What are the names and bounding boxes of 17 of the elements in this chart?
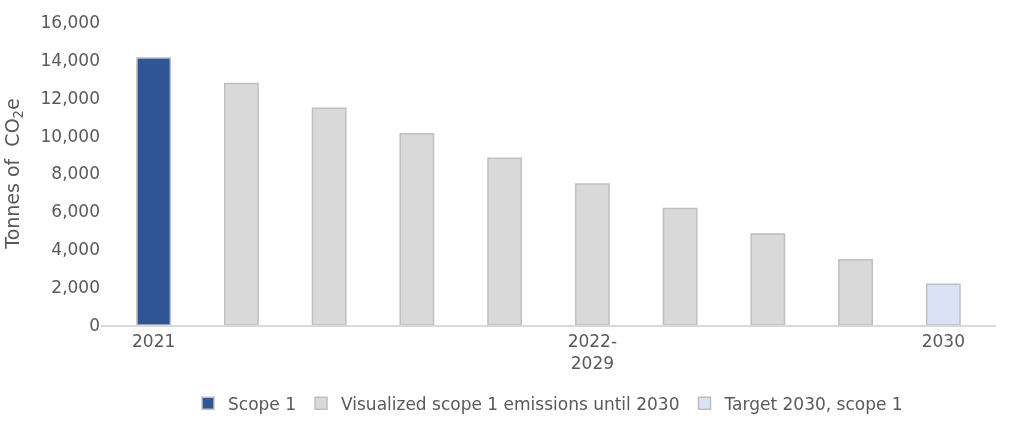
y-tick-label: 16,000 <box>40 11 100 32</box>
bar <box>136 57 172 325</box>
y-tick-label: 12,000 <box>40 87 100 108</box>
y-tick-label: 8,000 <box>51 163 100 184</box>
x-tick-label: 2030 <box>921 331 965 352</box>
x-tick-label: 2021 <box>132 331 176 352</box>
legend-label: Visualized scope 1 emissions until 2030 <box>341 393 680 414</box>
y-tick-label: 4,000 <box>51 239 100 260</box>
legend-label: Scope 1 <box>228 393 297 414</box>
y-tick-label: 2,000 <box>51 277 100 298</box>
x-tick-label: 2022-2029 <box>567 331 618 374</box>
legend-label: Target 2030, scope 1 <box>723 393 903 414</box>
y-tick-label: 6,000 <box>51 201 100 222</box>
y-tick-label: 14,000 <box>40 49 100 70</box>
y-tick-label: 0 <box>89 314 100 335</box>
bar <box>925 283 961 325</box>
y-tick-label: 10,000 <box>40 125 100 146</box>
